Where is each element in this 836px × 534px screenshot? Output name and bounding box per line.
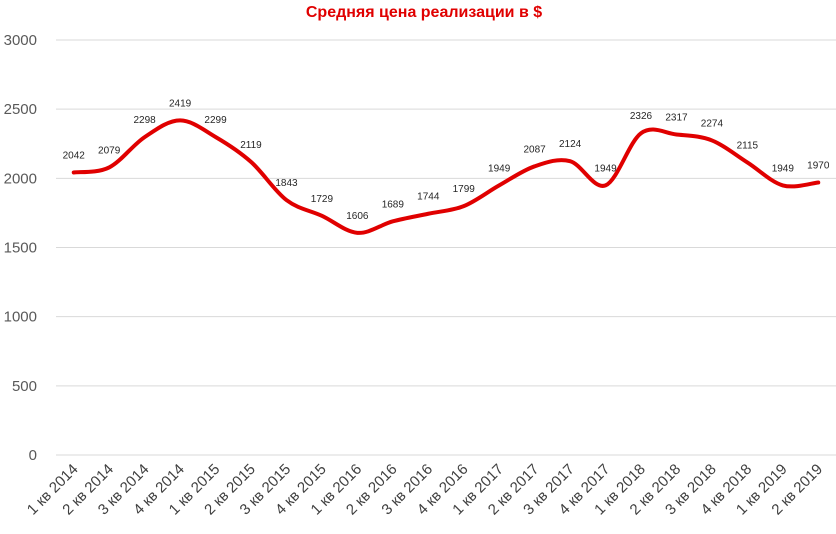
y-tick-label: 2000: [4, 170, 37, 187]
data-label: 1729: [311, 194, 334, 205]
data-label: 2419: [169, 98, 192, 109]
chart-title: Средняя цена реализации в $: [306, 4, 542, 21]
data-label: 2042: [63, 151, 86, 162]
data-label: 2298: [134, 115, 157, 126]
data-label: 2299: [204, 115, 227, 126]
data-label: 2119: [240, 140, 262, 151]
data-label: 1843: [275, 178, 298, 189]
y-tick-label: 500: [12, 378, 37, 395]
data-label: 1606: [346, 211, 369, 222]
y-axis: 0 500 1000 1500 2000 2500 3000: [4, 32, 37, 464]
data-label: 2124: [559, 139, 582, 150]
data-label: 1970: [807, 160, 830, 171]
series-line-layer: [71, 118, 821, 235]
data-label: 1949: [594, 163, 617, 174]
data-label: 1689: [382, 199, 405, 210]
data-label: 2087: [524, 144, 547, 155]
data-label: 2326: [630, 111, 653, 122]
y-tick-label: 1500: [4, 240, 37, 257]
data-label: 2079: [98, 145, 121, 156]
data-label: 2274: [701, 118, 724, 129]
data-label: 2115: [737, 140, 759, 151]
data-label: 2317: [665, 112, 688, 123]
data-label: 1949: [772, 163, 795, 174]
data-label: 1744: [417, 192, 440, 203]
data-labels: 2042 2079 2298 2419 2299 2119 1843 1729 1606 1689…: [63, 98, 830, 221]
gridlines: [56, 39, 836, 456]
y-tick-label: 0: [29, 447, 37, 464]
y-tick-label: 1000: [4, 309, 37, 326]
data-label: 1949: [488, 163, 511, 174]
y-tick-label: 2500: [4, 101, 37, 118]
series-line: [71, 118, 821, 235]
y-tick-label: 3000: [4, 32, 37, 49]
data-label: 1799: [453, 184, 476, 195]
